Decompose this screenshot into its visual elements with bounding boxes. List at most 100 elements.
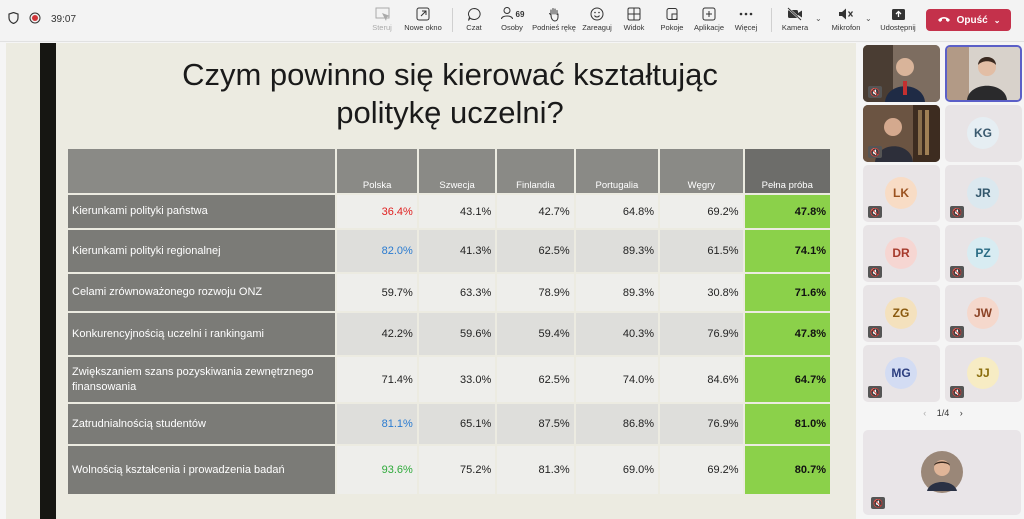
rooms-button[interactable]: Pokoje [645,5,699,32]
previous-page-chevron-icon[interactable]: ‹ [923,408,927,418]
participant-tile[interactable]: JR 🔇 [945,165,1022,222]
cell-value: 69.2% [660,446,743,494]
control-button[interactable]: Steruj [355,5,409,32]
new-window-button[interactable]: Nowe okno [396,5,450,32]
cell-value: 93.6% [337,446,417,494]
view-button[interactable]: Widok [607,5,661,32]
next-page-chevron-icon[interactable]: › [959,408,963,418]
participant-video [947,47,1020,100]
avatar: ZG [885,297,917,329]
recording-icon [29,12,41,27]
apps-button[interactable]: Aplikacje [682,5,736,32]
cell-value-total: 64.7% [744,357,830,402]
table-row: Zwiększaniem szans pozyskiwania zewnętrz… [68,357,830,402]
page-indicator: 1/4 [936,408,950,418]
avatar: JJ [967,357,999,389]
participant-video-tile-active-speaker[interactable] [945,45,1022,102]
camera-button[interactable]: Kamera [768,5,822,32]
participant-tile[interactable]: ZG 🔇 [863,285,940,342]
cell-value: 30.8% [660,274,743,311]
row-label: Celami zrównoważonego rozwoju ONZ [68,274,336,311]
microphone-options-chevron-icon[interactable]: ⌄ [865,14,872,23]
cell-value-total: 80.7% [744,446,830,494]
people-button[interactable]: 69 Osoby [485,5,539,32]
participant-tile[interactable]: DR 🔇 [863,225,940,282]
cell-value-total: 47.8% [744,313,830,355]
cell-value: 59.7% [337,274,417,311]
participant-tile[interactable]: JJ 🔇 [945,345,1022,402]
table-header-cell: Portugalia [575,149,659,193]
avatar: JR [967,177,999,209]
cell-value: 61.5% [660,230,743,272]
leave-options-chevron-icon: ⌄ [993,15,1001,25]
avatar: DR [885,237,917,269]
avatar: PZ [967,237,999,269]
cell-value-total: 74.1% [744,230,830,272]
cell-value: 59.6% [418,313,496,355]
add-apps-icon [702,5,716,23]
meeting-toolbar: 39:07 Steruj Nowe okno Czat [0,0,1024,42]
camera-options-chevron-icon[interactable]: ⌄ [815,14,822,23]
microphone-button[interactable]: Mikrofon [819,5,873,32]
more-button[interactable]: Więcej [719,5,773,32]
leave-button[interactable]: Opuść ⌄ [926,9,1011,31]
hand-icon [547,5,561,23]
cell-value: 42.2% [337,313,417,355]
cell-value: 86.8% [575,404,659,444]
emoji-icon [590,5,604,23]
cell-value: 42.7% [497,195,574,228]
mic-muted-icon: 🔇 [950,266,964,278]
grid-view-icon [627,5,641,23]
mic-muted-icon [838,5,854,23]
control-icon [375,5,390,23]
table-header-cell: Polska [337,149,417,193]
results-table: Polska Szwecja Finlandia Portugalia Węgr… [66,147,832,496]
cell-value: 36.4% [337,195,417,228]
mic-muted-icon: 🔇 [868,146,882,158]
participant-tile[interactable]: JW 🔇 [945,285,1022,342]
cell-value: 69.2% [660,195,743,228]
cell-value: 75.2% [418,446,496,494]
toolbar-left: 39:07 [8,11,77,27]
people-icon [500,6,514,23]
row-label: Konkurencyjnością uczelni i rankingami [68,313,336,355]
react-button[interactable]: Zareaguj [570,5,624,32]
raise-hand-button[interactable]: Podnieś rękę [527,5,581,32]
row-label: Kierunkami polityki regionalnej [68,230,336,272]
cell-value: 76.9% [660,404,743,444]
cell-value-total: 71.6% [744,274,830,311]
cell-value: 62.5% [497,357,574,402]
meeting-timer: 39:07 [51,14,77,25]
slide-title: Czym powinno się kierować kształtując po… [182,57,718,130]
cell-value: 87.5% [497,404,574,444]
more-dots-icon [739,5,753,23]
phone-hangup-icon [937,15,951,26]
cell-value: 71.4% [337,357,417,402]
table-row: Kierunkami polityki państwa 36.4% 43.1% … [68,195,830,228]
participant-tile[interactable]: MG 🔇 [863,345,940,402]
cell-value-total: 47.8% [744,195,830,228]
table-row: Kierunkami polityki regionalnej 82.0% 41… [68,230,830,272]
cell-value: 82.0% [337,230,417,272]
avatar: KG [967,117,999,149]
cell-value: 78.9% [497,274,574,311]
cell-value: 59.4% [497,313,574,355]
share-button[interactable]: Udostępnij [871,5,925,32]
camera-off-icon [787,5,803,23]
participant-tile[interactable]: PZ 🔇 [945,225,1022,282]
chat-button[interactable]: Czat [447,5,501,32]
participant-video-tile[interactable]: 🔇 [863,45,940,102]
cell-value: 69.0% [575,446,659,494]
toolbar-divider [452,8,453,32]
participant-video-tile[interactable]: 🔇 [863,105,940,162]
cell-value: 74.0% [575,357,659,402]
self-view-tile[interactable]: 🔇 [863,430,1021,515]
chat-icon [467,5,482,23]
participant-tile[interactable]: LK 🔇 [863,165,940,222]
table-header-cell: Pełna próba [744,149,830,193]
mic-muted-icon: 🔇 [950,386,964,398]
participant-tile[interactable]: KG [945,105,1022,162]
table-header-cell: Szwecja [418,149,496,193]
avatar: MG [885,357,917,389]
